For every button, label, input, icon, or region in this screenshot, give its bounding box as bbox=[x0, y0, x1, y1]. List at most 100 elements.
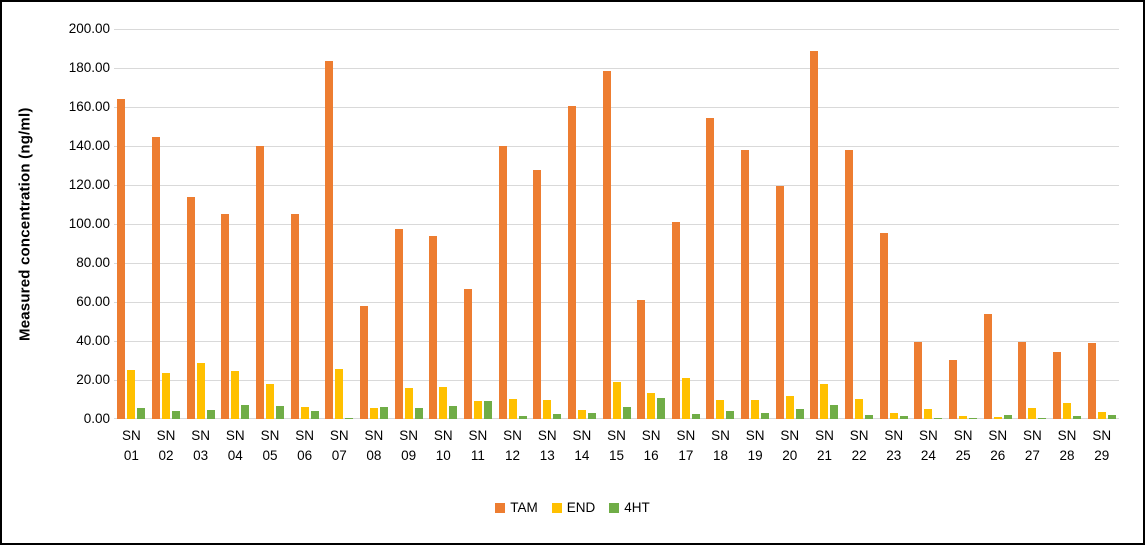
bar-4ht bbox=[275, 406, 284, 419]
x-tick-label: SN 10 bbox=[433, 428, 453, 463]
bar-group bbox=[738, 29, 773, 419]
bar-group bbox=[253, 29, 288, 419]
bar-group bbox=[565, 29, 600, 419]
y-axis-tick-labels: 0.00 20.00 40.00 60.00 80.00 100.00 120.00 140.… bbox=[2, 2, 110, 543]
bar-tam bbox=[671, 222, 680, 419]
bar-tam bbox=[463, 289, 472, 419]
bar-tam bbox=[602, 71, 611, 419]
x-tick-label: SN 21 bbox=[815, 428, 834, 463]
bar-end bbox=[1097, 412, 1106, 419]
bar-tam bbox=[325, 61, 334, 419]
legend-swatch-tam bbox=[495, 503, 506, 513]
bar-4ht bbox=[899, 416, 908, 419]
gridline bbox=[114, 185, 1119, 186]
bar-end bbox=[127, 370, 136, 419]
gridline bbox=[114, 107, 1119, 108]
bar-tam bbox=[810, 51, 819, 419]
bar-group bbox=[322, 29, 357, 419]
y-tick-label: 40.00 bbox=[76, 333, 110, 348]
bar-end bbox=[855, 399, 864, 419]
legend-label: END bbox=[566, 500, 596, 515]
y-tick-label: 80.00 bbox=[76, 255, 110, 270]
bar-group bbox=[1084, 29, 1119, 419]
bar-group bbox=[461, 29, 496, 419]
bar-group bbox=[980, 29, 1015, 419]
bar-4ht bbox=[795, 409, 804, 419]
y-tick-label: 120.00 bbox=[68, 177, 110, 192]
x-tick-label: SN 13 bbox=[537, 428, 557, 463]
bar-4ht bbox=[1003, 415, 1012, 419]
bar-tam bbox=[429, 236, 438, 419]
bar-group bbox=[287, 29, 322, 419]
bar-end bbox=[196, 363, 205, 419]
bar-4ht bbox=[518, 416, 527, 419]
legend-swatch-end bbox=[551, 503, 562, 513]
bar-end bbox=[820, 384, 829, 419]
x-tick-label: SN 29 bbox=[1092, 428, 1112, 463]
x-tick-label: SN 09 bbox=[399, 428, 418, 463]
bar-end bbox=[1028, 408, 1037, 419]
bar-group bbox=[357, 29, 392, 419]
bar-group bbox=[599, 29, 634, 419]
gridlines bbox=[114, 29, 1119, 419]
bar-tam bbox=[775, 186, 784, 419]
gridline bbox=[114, 146, 1119, 147]
x-tick-label: SN 14 bbox=[572, 428, 592, 463]
bar-4ht bbox=[553, 414, 562, 419]
bar-end bbox=[959, 416, 968, 419]
bar-end bbox=[751, 400, 760, 419]
bar-end bbox=[161, 373, 170, 419]
bar-tam bbox=[567, 106, 576, 419]
legend-swatch-4ht bbox=[609, 503, 620, 513]
legend-item-tam: TAM bbox=[495, 500, 538, 516]
y-tick-label: 200.00 bbox=[68, 21, 110, 36]
x-axis-tick-labels: SN 01 SN 02 SN 03 SN 04 SN 05 SN 06 SN 07 SN 08 SN 09 SN 10… bbox=[114, 426, 1119, 466]
y-tick-label: 140.00 bbox=[68, 138, 110, 153]
bar-4ht bbox=[483, 401, 492, 419]
x-tick-label: SN 26 bbox=[988, 428, 1008, 463]
bar-tam bbox=[533, 170, 542, 419]
gridline bbox=[114, 302, 1119, 303]
bar-group bbox=[669, 29, 704, 419]
bar-group bbox=[703, 29, 738, 419]
gridline bbox=[114, 29, 1119, 30]
y-tick-label: 180.00 bbox=[68, 60, 110, 75]
bar-group bbox=[772, 29, 807, 419]
bar-4ht bbox=[934, 418, 943, 419]
bar-group bbox=[1015, 29, 1050, 419]
bar-tam bbox=[1018, 342, 1027, 419]
plot-area bbox=[114, 29, 1119, 419]
bar-tam bbox=[845, 150, 854, 419]
legend-item-4ht: 4HT bbox=[609, 500, 650, 516]
x-tick-label: SN 11 bbox=[468, 428, 488, 463]
bar-group bbox=[911, 29, 946, 419]
bar-4ht bbox=[1038, 418, 1047, 419]
bar-tam bbox=[151, 137, 160, 419]
bar-4ht bbox=[657, 398, 666, 419]
x-tick-label: SN 05 bbox=[260, 428, 280, 463]
bar-4ht bbox=[206, 410, 215, 419]
x-tick-label: SN 17 bbox=[676, 428, 696, 463]
bar-groups bbox=[114, 29, 1119, 419]
bar-tam bbox=[983, 314, 992, 419]
bar-tam bbox=[117, 99, 126, 419]
bar-group bbox=[842, 29, 877, 419]
bar-tam bbox=[186, 197, 195, 419]
bar-end bbox=[889, 413, 898, 419]
bar-end bbox=[681, 378, 690, 419]
bar-4ht bbox=[865, 415, 874, 419]
legend-item-end: END bbox=[551, 500, 596, 516]
bar-4ht bbox=[830, 405, 839, 419]
bar-end bbox=[993, 417, 1002, 419]
legend-label: 4HT bbox=[624, 500, 650, 515]
x-tick-label: SN 19 bbox=[745, 428, 765, 463]
x-tick-label: SN 06 bbox=[295, 428, 314, 463]
x-tick-label: SN 04 bbox=[225, 428, 245, 463]
gridline bbox=[114, 68, 1119, 69]
bar-end bbox=[924, 409, 933, 419]
y-tick-label: 20.00 bbox=[76, 372, 110, 387]
bar-end bbox=[439, 387, 448, 419]
bar-group bbox=[114, 29, 149, 419]
bar-end bbox=[404, 388, 413, 419]
legend: TAM END 4HT bbox=[2, 500, 1143, 516]
